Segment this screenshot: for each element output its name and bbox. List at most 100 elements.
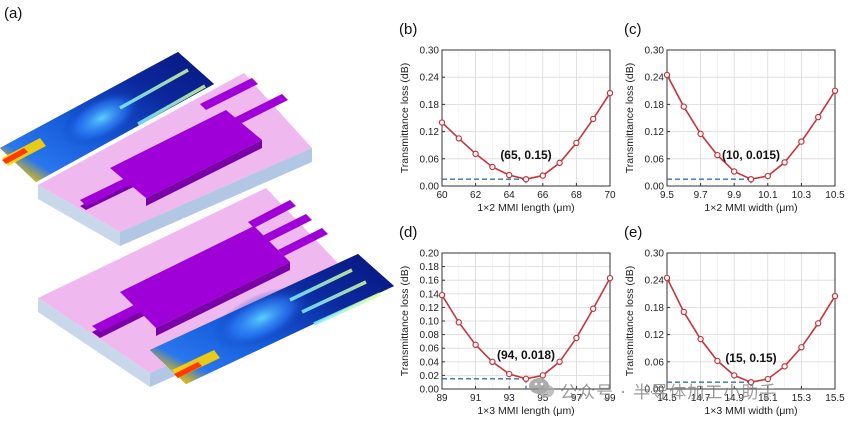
x-tick-label: 97 — [571, 393, 583, 404]
y-tick-label: 0.12 — [645, 330, 665, 341]
waveguide-1x2 — [80, 78, 288, 210]
data-point — [522, 175, 530, 183]
device-schematic-svg: (a) — [0, 5, 394, 387]
x-tick-label: 68 — [571, 190, 583, 201]
y-tick-label: 0.14 — [420, 289, 440, 300]
data-point — [606, 89, 614, 97]
data-point — [489, 358, 496, 365]
x-tick-label: 14.7 — [691, 393, 711, 404]
panel-label: (c) — [624, 21, 642, 38]
watermark: 公众号 · 半导体加工小助手 — [560, 383, 778, 403]
x-tick-label: 66 — [537, 190, 549, 201]
data-point — [556, 358, 563, 365]
y-tick-label: 0.08 — [420, 330, 440, 341]
x-tick-label: 9.9 — [727, 190, 741, 201]
data-point — [455, 135, 463, 142]
optimum-annotation: (94, 0.018) — [497, 348, 555, 362]
data-point — [714, 151, 721, 159]
chart-b-svg: (b) 60 62 64 66 68 70 0.00 0.06 0.12 0.18 0.24 0.30 1… — [399, 21, 616, 214]
chart-d-svg: (d) 89 91 93 95 97 99 0.00 0.02 0.04 0.06 0.08 0.10 0… — [399, 224, 616, 417]
data-point — [764, 375, 771, 383]
x-tick-label: 15.3 — [792, 393, 812, 404]
y-tick-label: 0.20 — [420, 249, 440, 260]
data-point — [730, 372, 738, 379]
optimum-annotation: (10, 0.015) — [722, 148, 780, 162]
data-point — [438, 119, 446, 126]
data-point — [539, 372, 546, 379]
plot-frame — [666, 49, 836, 187]
plot-frame — [441, 49, 611, 187]
data-point — [472, 341, 479, 349]
x-tick-label: 95 — [537, 393, 549, 404]
x-tick-label: 70 — [604, 190, 616, 201]
y-tick-label: 0.00 — [645, 385, 665, 396]
y-tick-label: 0.04 — [420, 357, 440, 368]
y-axis-label: Transmittance loss (dB) — [399, 63, 411, 173]
data-point — [663, 71, 671, 79]
chart-d: (d) 89 91 93 95 97 99 0.00 0.02 0.04 0.06 0.08 0.10 0… — [395, 215, 620, 420]
data-point — [798, 138, 805, 145]
x-tick-label: 62 — [470, 190, 482, 201]
data-point — [589, 305, 597, 312]
y-axis-label: Transmittance loss (dB) — [624, 63, 636, 173]
data-point — [814, 113, 822, 121]
data-point — [522, 375, 530, 382]
x-tick-label: 93 — [504, 393, 516, 404]
data-point — [573, 334, 580, 342]
field-plot-1x2 — [0, 52, 214, 182]
data-point — [764, 172, 771, 180]
x-tick-label: 99 — [604, 393, 616, 404]
y-tick-label: 0.18 — [645, 303, 665, 314]
data-point — [455, 319, 463, 326]
x-tick-label: 60 — [436, 190, 448, 201]
mmi-1x2-device — [0, 52, 312, 246]
data-point — [539, 172, 546, 179]
y-tick-label: 0.24 — [645, 73, 665, 84]
data-point — [680, 103, 688, 110]
x-tick-label: 14.5 — [657, 393, 677, 404]
data-point — [556, 159, 563, 167]
data-point — [781, 363, 788, 370]
data-point — [606, 274, 614, 282]
plot-frame — [666, 252, 836, 390]
wechat-icon — [529, 378, 554, 398]
data-point — [663, 274, 671, 282]
field-plot-1x3 — [150, 254, 394, 384]
y-tick-label: 0.18 — [420, 100, 440, 111]
x-axis-label: 1×3 MMI length (μm) — [477, 405, 574, 417]
x-tick-label: 64 — [504, 190, 516, 201]
y-tick-label: 0.16 — [420, 276, 440, 287]
data-point — [505, 370, 513, 378]
y-tick-label: 0.00 — [420, 385, 440, 396]
y-tick-label: 0.02 — [420, 371, 440, 382]
x-axis-label: 1×3 MMI width (μm) — [704, 405, 797, 417]
x-tick-label: 89 — [436, 393, 448, 404]
y-tick-label: 0.06 — [645, 154, 665, 165]
data-point — [697, 335, 704, 343]
optimum-annotation: (15, 0.15) — [725, 351, 776, 365]
x-axis-label: 1×2 MMI length (μm) — [477, 202, 574, 214]
y-tick-label: 0.12 — [420, 127, 440, 138]
y-tick-label: 0.24 — [420, 73, 440, 84]
data-point — [747, 175, 755, 183]
y-tick-label: 0.30 — [420, 46, 440, 57]
y-axis-label: Transmittance loss (dB) — [624, 266, 636, 376]
data-point — [831, 87, 839, 95]
y-tick-label: 0.18 — [420, 262, 440, 273]
y-tick-label: 0.18 — [645, 100, 665, 111]
device-schematic: (a) — [0, 0, 395, 427]
x-tick-label: 15.5 — [825, 393, 845, 404]
data-point — [438, 291, 446, 299]
slab-side-left-2 — [38, 298, 150, 387]
data-point — [472, 150, 479, 158]
slab-side-front-1 — [120, 148, 312, 246]
data-point — [798, 344, 805, 351]
y-tick-label: 0.00 — [645, 182, 665, 193]
y-tick-label: 0.12 — [645, 127, 665, 138]
x-tick-label: 9.5 — [660, 190, 674, 201]
data-point — [730, 168, 738, 175]
x-tick-label: 10.1 — [758, 190, 778, 201]
data-point — [489, 163, 496, 171]
chart-e-svg: (e) 14.5 14.7 14.9 15.1 15.3 15.5 0.00 0.06 0.12 0… — [624, 224, 845, 417]
y-tick-label: 0.30 — [645, 46, 665, 57]
